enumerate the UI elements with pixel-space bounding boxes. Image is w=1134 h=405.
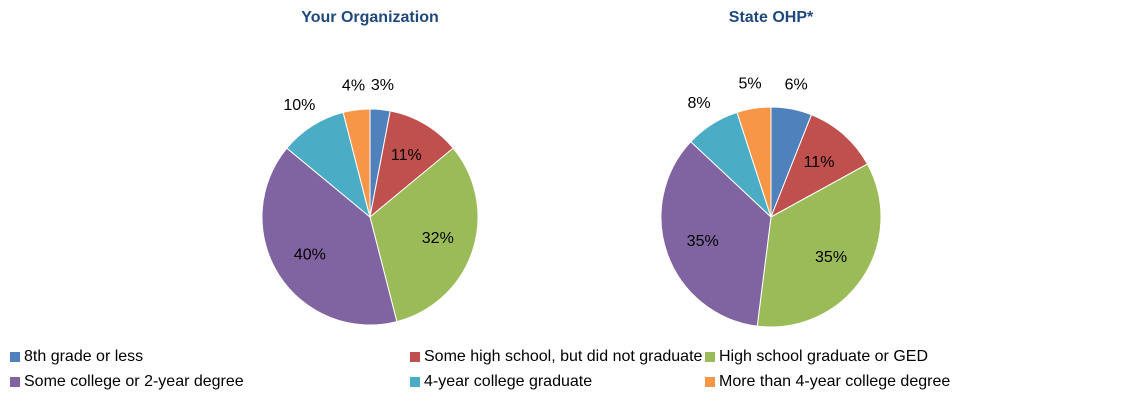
chart-title: Your Organization	[301, 9, 438, 26]
pie-slice	[756, 163, 882, 328]
chart-title: State OHP*	[729, 9, 814, 26]
legend-swatch	[10, 377, 20, 387]
pie-slice	[261, 147, 398, 326]
legend-label: 4-year college graduate	[424, 373, 592, 390]
legend-swatch	[705, 377, 715, 387]
legend-label: Some college or 2-year degree	[24, 373, 244, 390]
pie-slice	[369, 110, 454, 219]
pie-slice	[770, 114, 869, 219]
data-label: 10%	[283, 97, 315, 114]
data-label: 11%	[804, 154, 835, 171]
pie-slice	[736, 106, 772, 218]
data-label: 40%	[294, 246, 326, 263]
legend-label: High school graduate or GED	[719, 348, 928, 365]
data-label: 35%	[687, 233, 719, 250]
legend-swatch	[10, 352, 20, 362]
pie-slice	[660, 140, 772, 327]
data-label: 3%	[371, 77, 394, 94]
legend-label: Some high school, but did not graduate	[424, 348, 703, 365]
legend-label: 8th grade or less	[24, 348, 143, 365]
legend-swatch	[410, 352, 420, 362]
data-label: 4%	[342, 77, 365, 94]
data-label: 5%	[738, 76, 761, 93]
data-label: 35%	[815, 249, 847, 266]
data-label: 8%	[688, 95, 711, 112]
data-label: 11%	[391, 147, 422, 164]
legend-swatch	[705, 352, 715, 362]
data-label: 6%	[785, 76, 808, 93]
data-label: 32%	[422, 230, 454, 247]
pie-slice	[369, 147, 479, 323]
legend-swatch	[410, 377, 420, 387]
pie-slice	[342, 108, 371, 218]
legend-label: More than 4-year college degree	[719, 373, 950, 390]
